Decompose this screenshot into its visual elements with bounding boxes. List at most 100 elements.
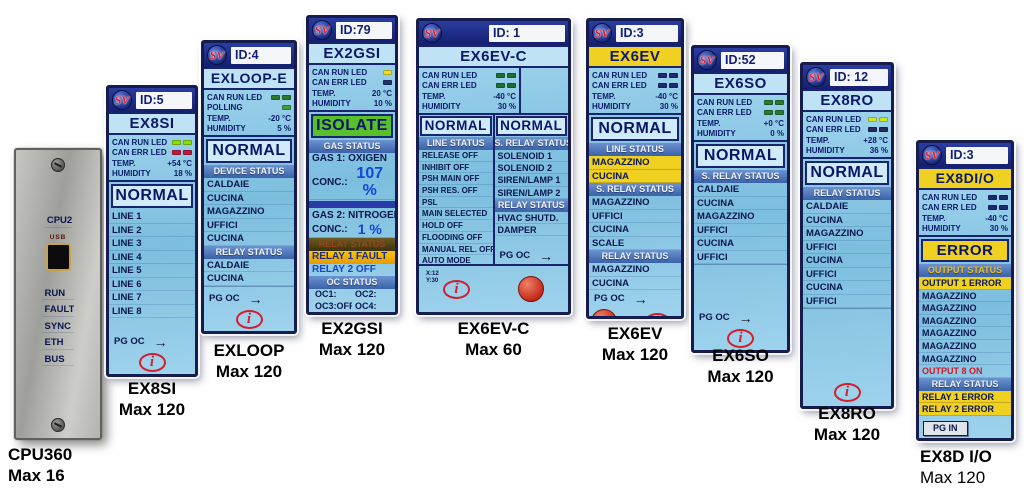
led-indicator <box>868 116 877 122</box>
status-label: CAN ERR LED <box>312 78 367 88</box>
screen-footer: X:12 Y:30 i <box>419 264 568 312</box>
status-label: TEMP. <box>592 91 616 101</box>
status-value: +54 °C <box>167 158 192 168</box>
led-indicator <box>999 194 1008 200</box>
panel-ex2gsi: SV ID:79 EX2GSI CAN RUN LED CAN ERR LED TE… <box>306 15 398 315</box>
line-row: LINE 5 <box>109 264 195 278</box>
relay-row: CALDAIE <box>204 259 294 272</box>
led-indicator <box>879 127 888 133</box>
s-relay-row: SIREN/LAMP 2 <box>494 187 568 199</box>
panel-ex8ro: SV ID: 12 EX8RO CAN RUN LED CAN ERR LED TE… <box>800 62 894 409</box>
device-id: ID: 12 <box>830 68 888 86</box>
device-title: EX8DI/O <box>919 167 1011 190</box>
s-relay-row: SOLENOID 1 <box>494 150 568 163</box>
status-value <box>868 127 888 133</box>
info-icon[interactable]: i <box>235 309 263 329</box>
red-button[interactable] <box>518 276 544 302</box>
relay-row: DAMPER <box>494 224 568 237</box>
line-row: CUCINA <box>589 169 681 183</box>
pg-oc-label: PG OC <box>499 250 531 261</box>
relay-row: UFFICI <box>803 268 891 281</box>
info-icon[interactable]: i <box>833 382 861 402</box>
y-value: Y:30 <box>426 278 439 284</box>
arrow-right-icon: → <box>633 290 648 307</box>
s-relay-list: CALDAIE CUCINA MAGAZZINO UFFICI CUCINA UFFICI <box>694 183 787 264</box>
status-block: CAN RUN LED CAN ERR LED TEMP. -40 °C HUMIDIT… <box>919 190 1011 237</box>
status-label: TEMP. <box>207 113 231 123</box>
pg-oc-row[interactable]: PG OC → <box>204 290 294 307</box>
panel-header: SV ID:3 <box>919 143 1011 167</box>
pg-oc-row[interactable]: PG OC → <box>589 290 681 307</box>
info-icon[interactable]: i <box>727 328 754 348</box>
caption-name: EX8D I/O <box>920 447 992 466</box>
panel-header: SV ID:79 <box>309 18 395 42</box>
relay2-status: RELAY 2 OFF <box>312 263 376 275</box>
status-row: HUMIDITY 5 % <box>207 124 291 135</box>
s-relay-row: CUCINA <box>589 223 681 237</box>
output-list: OUTPUT 1 ERROR MAGAZZINO MAGAZZINO MAGAZZIN… <box>919 277 1011 378</box>
xy-readout: X:12 Y:30 <box>426 271 439 285</box>
line-status-row: AUTO MODE <box>419 255 493 264</box>
panel-header: SV ID:52 <box>694 48 787 72</box>
status-block: CAN RUN LED CAN ERR LED TEMP. +0 °C HUMIDITY… <box>694 95 787 142</box>
caption-ex2gsi: EX2GSI Max 120 <box>306 318 398 360</box>
line-status-row: HOLD OFF <box>419 220 493 232</box>
info-icon[interactable]: i <box>952 440 979 441</box>
output-row: MAGAZZINO <box>919 340 1011 353</box>
status-row: CAN RUN LED <box>922 192 1008 203</box>
pg-oc-row[interactable]: PG OC → <box>694 309 787 326</box>
line-status-row: PSH MAIN OFF <box>419 173 493 186</box>
s-relay-row: SIREN/LAMP 1 <box>494 174 568 187</box>
status-row: TEMP. -40 °C <box>422 91 516 102</box>
status-row: CAN ERR LED <box>922 203 1008 214</box>
relay-row: MAGAZZINO <box>803 227 891 241</box>
oc-cell: OC3:OFF <box>315 300 352 311</box>
led-indicator <box>658 83 667 89</box>
info-glyph: i <box>844 383 850 400</box>
status-value: 30 % <box>989 224 1008 234</box>
output-row: MAGAZZINO <box>919 353 1011 366</box>
gas1-conc-value: 107 % <box>356 165 384 199</box>
relay-list: CALDAIE CUCINA <box>204 259 294 286</box>
caption-name: EX2GSI <box>321 319 383 338</box>
status-label: POLLING <box>207 103 243 113</box>
state-banner: NORMAL <box>696 144 785 168</box>
s-relay-row: CALDAIE <box>694 183 787 197</box>
pg-oc-row[interactable]: PG OC → <box>495 247 569 264</box>
line-status-column: NORMAL LINE STATUS RELEASE OFF INHIBIT OF… <box>419 115 495 264</box>
info-glyph: i <box>655 314 659 316</box>
status-columns: NORMAL LINE STATUS RELEASE OFF INHIBIT OF… <box>419 113 568 264</box>
pg-oc-row[interactable]: PG OC → <box>109 333 195 350</box>
info-glyph: i <box>246 310 252 327</box>
status-row: CAN ERR LED <box>112 148 192 159</box>
caption-max: Max 16 <box>8 466 65 485</box>
red-button[interactable] <box>591 309 617 316</box>
info-icon[interactable]: i <box>644 312 671 316</box>
status-value <box>496 72 516 78</box>
gas1-concentration-row: CONC.: 107 % <box>309 165 395 200</box>
status-value: +0 °C <box>763 118 784 128</box>
info-icon[interactable]: i <box>443 279 470 299</box>
oc-cell: OC1: <box>315 289 337 299</box>
oc-cell: OC2: <box>355 289 377 299</box>
usb-port[interactable] <box>45 242 71 271</box>
sv-logo-icon: SV <box>207 45 227 65</box>
relay-row: CUCINA <box>204 272 294 286</box>
led-indicator <box>988 194 997 200</box>
sv-logo-icon: SV <box>422 23 442 43</box>
info-icon[interactable]: i <box>138 352 166 372</box>
status-label: TEMP. <box>422 91 446 101</box>
screen-footer: i <box>589 307 681 316</box>
status-label: CAN RUN LED <box>922 192 978 202</box>
caption-max: Max 120 <box>318 340 386 359</box>
screen-spacer <box>694 264 787 309</box>
pg-oc-label: PG OC <box>209 293 240 304</box>
relay-row: HVAC SHUTD. <box>494 212 568 224</box>
caption-cpu360: CPU360 Max 16 <box>8 444 112 486</box>
sv-logo-text: SV <box>808 70 824 84</box>
line-row: LINE 8 <box>109 305 195 318</box>
status-value: 36 % <box>869 146 888 156</box>
device-id: ID:3 <box>616 24 678 42</box>
pg-in-button[interactable]: PG IN <box>923 420 968 436</box>
status-label: CAN ERR LED <box>592 81 647 91</box>
